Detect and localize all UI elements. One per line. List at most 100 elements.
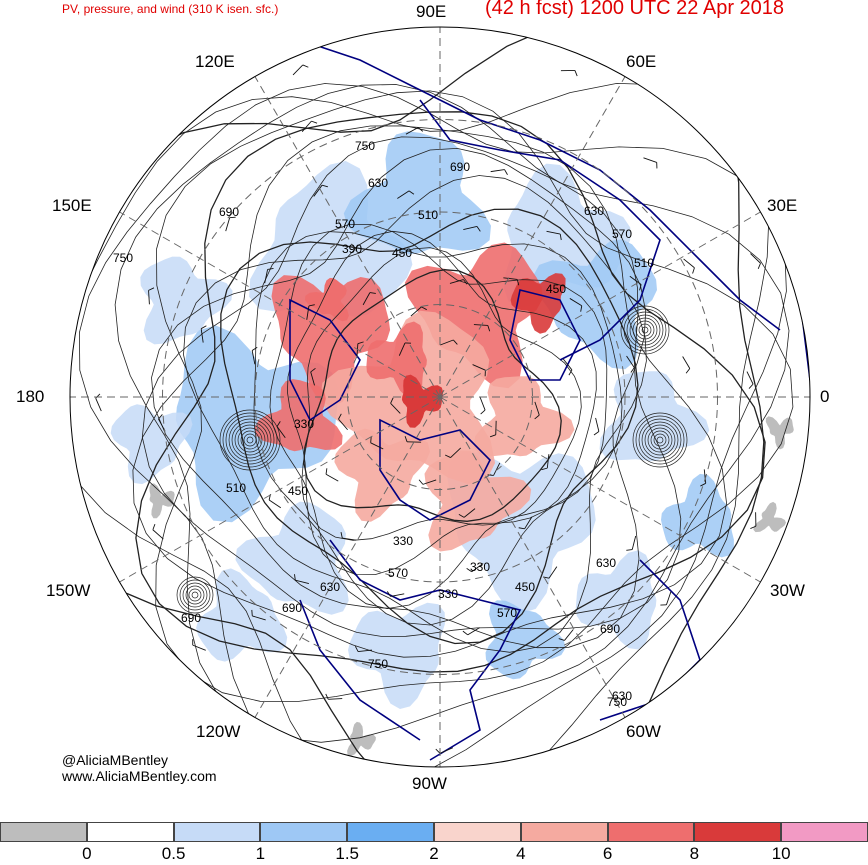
pressure-label: 630	[368, 176, 388, 190]
lat-lon-grid	[70, 27, 810, 767]
credit-handle: @AliciaMBentley	[62, 752, 169, 768]
pressure-contour	[632, 317, 658, 343]
colorbar-tick-label: 2	[429, 844, 439, 863]
pressure-contour	[638, 323, 652, 337]
wind-barb	[264, 268, 274, 284]
wind-barb	[404, 436, 422, 443]
pressure-label: 690	[219, 205, 239, 219]
colorbar-tick-label: 0	[82, 844, 92, 863]
wind-barb	[660, 591, 672, 606]
wind-barb	[251, 346, 258, 365]
colorbar-bin	[694, 822, 782, 842]
wind-barb	[294, 574, 309, 584]
pressure-label: 690	[282, 601, 302, 615]
wind-barb	[306, 304, 315, 320]
pressure-label: 750	[355, 139, 375, 153]
pressure-label: 390	[342, 242, 362, 256]
wind-barb	[534, 401, 540, 420]
colorbar-bin	[260, 822, 348, 842]
pressure-contour	[234, 424, 266, 456]
pv-fill-blue	[599, 371, 710, 462]
coastline	[379, 418, 491, 521]
wind-barb	[397, 190, 415, 199]
coastline	[299, 39, 781, 331]
pressure-contour	[635, 415, 685, 465]
wind-barb	[444, 447, 462, 458]
pressure-contour	[246, 436, 254, 444]
wind-barb	[700, 469, 707, 487]
colorbar-tick-label: 10	[771, 844, 791, 863]
pv-fill-blue	[235, 501, 349, 615]
pressure-contour	[240, 430, 260, 450]
colorbar-tick-label: 6	[602, 844, 613, 863]
pressure-contour	[151, 147, 647, 649]
colorbar-bin	[520, 822, 608, 842]
pressure-label: 510	[418, 208, 438, 222]
pv-fill-red	[510, 273, 566, 334]
map-field: 750 690 630 570 510 450 390 330 750 690 630 570 510 4…	[70, 27, 810, 767]
wind-barb	[449, 279, 468, 285]
pressure-contour	[70, 82, 770, 767]
colorbar-tick-label: 1	[255, 844, 266, 863]
wind-barb	[473, 324, 491, 332]
pressure-contour	[222, 412, 278, 468]
wind-barb	[518, 516, 533, 530]
pv-fill-gray	[765, 416, 794, 450]
wind-barb	[569, 298, 583, 312]
wind-barb	[546, 230, 562, 241]
colorbar-bin	[173, 822, 261, 842]
wind-barb	[370, 436, 384, 450]
lon-label-180: 180	[16, 387, 45, 406]
pressure-label: 450	[546, 282, 566, 296]
pv-fill-gray	[753, 501, 786, 533]
pressure-contour	[185, 585, 205, 605]
pressure-contour	[644, 424, 676, 456]
lon-label-120w: 120W	[196, 722, 241, 741]
map-title: (42 h fcst) 1200 UTC 22 Apr 2018	[485, 0, 785, 19]
pressure-contour	[647, 427, 673, 453]
wind-barb	[629, 275, 642, 291]
wind-barb	[276, 421, 286, 439]
pressure-label: 450	[392, 246, 412, 260]
pressure-label: 630	[612, 689, 632, 703]
pressure-contour	[78, 83, 787, 767]
pv-fill-red	[304, 277, 349, 322]
pv-fill-red	[402, 374, 444, 428]
wind-barb	[746, 371, 754, 389]
pressure-contour	[269, 224, 608, 610]
wind-barb	[200, 325, 207, 343]
pressure-label: 510	[634, 256, 654, 270]
pressure-label: 330	[470, 560, 490, 574]
wind-barb	[466, 563, 484, 573]
colorbar-tick-label: 1.5	[335, 844, 360, 863]
pressure-contour	[183, 175, 647, 653]
pressure-contour	[135, 111, 766, 673]
pv-fill-gray	[347, 721, 376, 757]
map-boundary	[69, 26, 811, 768]
pv-fill-red	[424, 450, 532, 552]
wind-barb	[435, 747, 454, 754]
wind-barb	[503, 277, 520, 286]
colorbar-bin	[347, 822, 434, 842]
wind-barb	[405, 127, 424, 135]
pressure-contour	[182, 582, 208, 608]
wind-barb	[418, 479, 437, 485]
wind-barb	[479, 396, 486, 415]
pressure-contour	[641, 326, 649, 334]
pressure-label: 570	[335, 217, 355, 231]
coastline	[299, 599, 421, 741]
pv-fill-blue	[140, 256, 233, 345]
pv-fill-gray	[149, 483, 175, 519]
wind-barb	[398, 342, 412, 356]
wind-barb	[682, 356, 691, 374]
pressure-label: 630	[584, 204, 604, 218]
wind-barb	[386, 591, 405, 597]
wind-barb	[251, 609, 266, 621]
pressure-contour	[219, 409, 281, 471]
lon-label-150w: 150W	[46, 581, 91, 600]
wind-barb	[338, 413, 348, 431]
pv-fill-blue	[196, 568, 288, 662]
lon-label-30e: 30E	[767, 196, 798, 215]
pressure-contour	[629, 314, 661, 346]
